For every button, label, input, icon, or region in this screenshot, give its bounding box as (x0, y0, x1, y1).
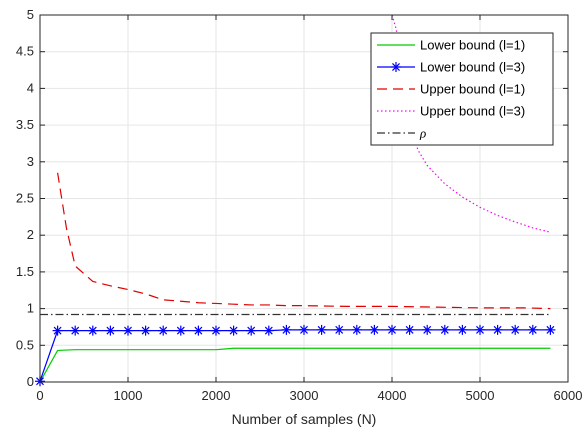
data-point (316, 324, 327, 335)
y-tick-label: 0 (27, 374, 34, 389)
series-line-lower-bound-l-1 (39, 347, 551, 383)
y-tick-label: 3 (27, 154, 34, 169)
data-point (387, 324, 397, 335)
data-point (263, 325, 274, 336)
y-tick-label: 5 (27, 7, 34, 22)
x-tick-label: 5000 (466, 388, 495, 403)
data-point (475, 324, 485, 335)
data-point (545, 324, 556, 335)
data-point (211, 325, 221, 336)
data-point (527, 324, 538, 335)
y-tick-label: 2.5 (16, 191, 34, 206)
x-axis-label: Number of samples (N) (232, 411, 377, 427)
y-tick-label: 4 (27, 80, 34, 95)
legend-label: Lower bound (l=1) (420, 38, 525, 53)
data-point (281, 324, 292, 335)
x-tick-label: 0 (36, 388, 43, 403)
data-point (334, 324, 345, 335)
y-tick-label: 4.5 (16, 44, 34, 59)
data-point (228, 325, 239, 336)
legend: Lower bound (l=1) Lower bound (l=3) Upper … (370, 32, 554, 146)
x-tick-label: 3000 (290, 388, 319, 403)
y-tick-label: 0.5 (16, 337, 34, 352)
data-point (299, 324, 309, 335)
y-tick-label: 1 (27, 301, 34, 316)
legend-label: Upper bound (l=1) (420, 82, 525, 97)
data-point (404, 324, 415, 335)
x-tick-label: 6000 (554, 388, 583, 403)
data-point (246, 325, 257, 336)
series-layer (35, 14, 556, 387)
data-point (369, 324, 380, 335)
x-tick-label: 2000 (202, 388, 231, 403)
legend-label: Upper bound (l=3) (420, 104, 525, 119)
data-point (140, 325, 151, 336)
data-point (439, 324, 450, 335)
data-point (492, 324, 503, 335)
legend-marker (391, 62, 401, 72)
data-point (105, 325, 116, 336)
data-point (510, 324, 521, 335)
axes: 0 1000 2000 3000 4000 5000 6000 0 0.5 1 1.5 2 2.5 3 3.… (16, 7, 583, 403)
data-point (158, 325, 169, 336)
data-point (123, 325, 133, 336)
data-point (422, 324, 433, 335)
y-tick-label: 3.5 (16, 117, 34, 132)
data-point (175, 325, 186, 336)
data-point (52, 325, 63, 336)
x-tick-label: 1000 (114, 388, 143, 403)
legend-label: Lower bound (l=3) (420, 60, 525, 75)
legend-label: ρ (419, 126, 426, 141)
data-point (70, 325, 81, 336)
y-tick-label: 1.5 (16, 264, 34, 279)
data-point (457, 324, 468, 335)
x-tick-label: 4000 (378, 388, 407, 403)
y-tick-label: 2 (27, 227, 34, 242)
data-point (87, 325, 98, 336)
data-point (193, 325, 204, 336)
data-point (351, 324, 362, 335)
